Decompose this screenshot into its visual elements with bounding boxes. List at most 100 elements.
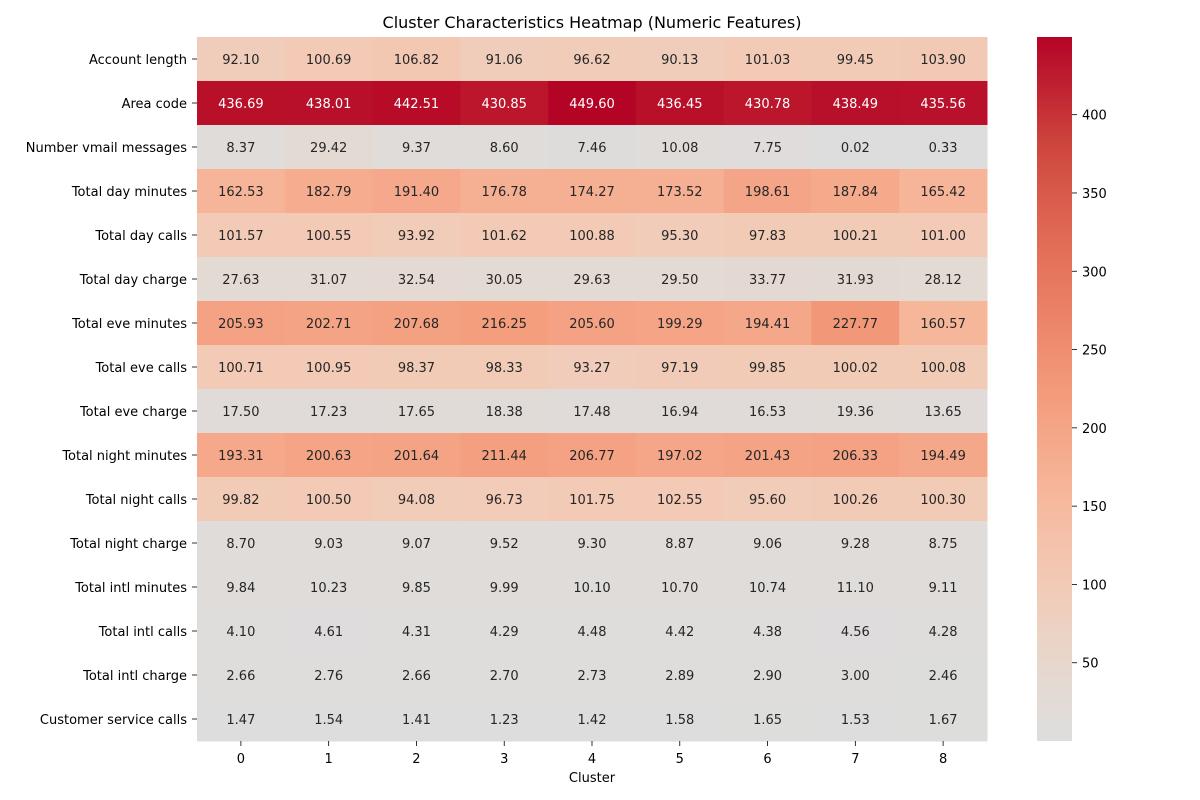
cell-value-label: 100.26: [833, 493, 879, 508]
cell-value-label: 2.70: [490, 669, 519, 684]
heatmap-cell: [635, 213, 725, 258]
heatmap-cell: [197, 125, 286, 170]
y-tick-label: Total night charge: [69, 537, 187, 552]
heatmap-cell: [635, 389, 725, 434]
heatmap-cell: [460, 345, 549, 390]
cell-value-label: 216.25: [481, 317, 527, 332]
heatmap-cell: [197, 565, 286, 610]
x-tick-label: 7: [851, 752, 859, 767]
heatmap-cell: [548, 477, 637, 522]
heatmap-cell: [372, 521, 461, 566]
x-tick-labels: 0 1 2 3 4 5 6 7 8: [237, 741, 947, 767]
heatmap-cell: [372, 477, 461, 522]
cell-value-label: 205.60: [569, 317, 615, 332]
y-tick-label: Total night calls: [85, 493, 187, 508]
heatmap-cell: [372, 345, 461, 390]
cell-value-label: 165.42: [920, 185, 966, 200]
cell-value-label: 442.51: [394, 97, 440, 112]
heatmap-cell: [460, 565, 549, 610]
heatmap-cell: [548, 345, 637, 390]
cell-value-label: 96.73: [486, 493, 523, 508]
heatmap-cell: [460, 37, 549, 82]
y-tick-label: Total intl calls: [98, 625, 188, 640]
cell-value-label: 8.37: [226, 141, 255, 156]
heatmap-cell: [284, 653, 374, 698]
x-tick-label: 4: [588, 752, 596, 767]
heatmap-cell: [284, 213, 374, 258]
cell-value-label: 101.57: [218, 229, 264, 244]
cell-value-label: 100.21: [833, 229, 879, 244]
heatmap-cell: [899, 433, 988, 478]
cell-value-label: 94.08: [398, 493, 435, 508]
cell-value-label: 100.02: [833, 361, 879, 376]
heatmap-cell: [723, 565, 812, 610]
cell-value-label: 97.83: [749, 229, 786, 244]
cell-value-label: 1.54: [314, 713, 343, 728]
y-tick-label: Total eve minutes: [71, 317, 187, 332]
heatmap-cell: [635, 697, 725, 742]
cell-value-label: 17.48: [573, 405, 610, 420]
heatmap-cell: [372, 257, 461, 302]
heatmap-cell: [284, 697, 374, 742]
heatmap-cell: [284, 169, 374, 214]
cell-value-label: 4.61: [314, 625, 343, 640]
heatmap-cell: [372, 653, 461, 698]
heatmap-cell: [899, 697, 988, 742]
cell-value-label: 11.10: [837, 581, 874, 596]
heatmap-cell: [811, 477, 900, 522]
heatmap-cell: [723, 697, 812, 742]
cell-value-label: 191.40: [394, 185, 440, 200]
cell-value-label: 101.00: [920, 229, 966, 244]
cell-value-label: 17.50: [222, 405, 259, 420]
heatmap-cell: [635, 301, 725, 346]
heatmap-cell: [548, 389, 637, 434]
cell-value-label: 162.53: [218, 185, 264, 200]
heatmap-cell: [284, 389, 374, 434]
colorbar-ticks: 50 100 150 200 250 300 350 400: [1072, 109, 1107, 672]
heatmap-cell: [899, 521, 988, 566]
heatmap-cell: [372, 125, 461, 170]
heatmap-cell: [548, 301, 637, 346]
heatmap-cell: [811, 697, 900, 742]
cell-value-label: 2.89: [665, 669, 694, 684]
heatmap-cell: [723, 433, 812, 478]
y-tick-label: Customer service calls: [40, 713, 187, 728]
cell-value-label: 9.99: [490, 581, 519, 596]
cell-value-label: 28.12: [925, 273, 962, 288]
cell-value-label: 95.30: [661, 229, 698, 244]
heatmap-cell: [635, 125, 725, 170]
colorbar-tick-label: 50: [1082, 657, 1099, 672]
cell-value-label: 202.71: [306, 317, 352, 332]
heatmap-cell: [197, 257, 286, 302]
cell-value-label: 2.73: [578, 669, 607, 684]
cell-value-label: 3.00: [841, 669, 870, 684]
heatmap-cell: [811, 345, 900, 390]
heatmap-cell: [635, 433, 725, 478]
heatmap-cell: [460, 609, 549, 654]
cell-value-label: 1.65: [753, 713, 782, 728]
heatmap-cell: [548, 521, 637, 566]
heatmap-cell: [284, 521, 374, 566]
heatmap-cell: [460, 125, 549, 170]
heatmap-cell: [811, 609, 900, 654]
cell-value-label: 106.82: [394, 53, 440, 68]
heatmap-cell: [197, 169, 286, 214]
cell-value-label: 438.49: [833, 97, 879, 112]
cell-value-label: 9.07: [402, 537, 431, 552]
heatmap-cell: [284, 257, 374, 302]
cell-value-label: 8.75: [929, 537, 958, 552]
heatmap-cell: [460, 81, 549, 126]
heatmap-cell: [899, 477, 988, 522]
y-tick-label: Total night minutes: [61, 449, 187, 464]
cell-value-label: 9.52: [490, 537, 519, 552]
cell-value-label: 99.45: [837, 53, 874, 68]
colorbar-tick-label: 200: [1082, 422, 1107, 437]
cell-value-label: 31.07: [310, 273, 347, 288]
cell-value-label: 2.46: [929, 669, 958, 684]
heatmap-cell: [899, 389, 988, 434]
cell-value-label: 4.29: [490, 625, 519, 640]
cell-value-label: 4.42: [665, 625, 694, 640]
colorbar-tick-label: 300: [1082, 265, 1107, 280]
heatmap-cell: [899, 301, 988, 346]
cell-value-label: 207.68: [394, 317, 440, 332]
